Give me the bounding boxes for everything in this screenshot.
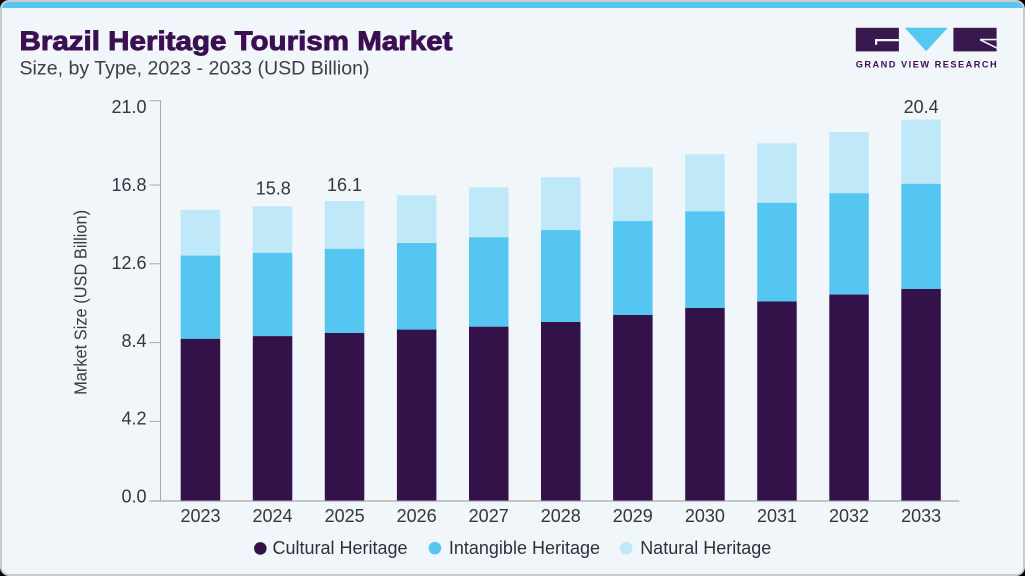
svg-text:2031: 2031: [757, 506, 797, 526]
svg-text:2032: 2032: [829, 506, 869, 526]
svg-text:Brazil Heritage Tourism Market: Brazil Heritage Tourism Market: [20, 26, 453, 56]
svg-text:16.8: 16.8: [111, 175, 146, 195]
svg-text:2024: 2024: [252, 506, 292, 526]
svg-text:2023: 2023: [180, 506, 220, 526]
svg-text:Intangible Heritage: Intangible Heritage: [449, 538, 600, 558]
svg-text:2029: 2029: [613, 506, 653, 526]
svg-text:2028: 2028: [541, 506, 581, 526]
svg-text:2026: 2026: [397, 506, 437, 526]
svg-text:2033: 2033: [901, 506, 941, 526]
svg-text:20.4: 20.4: [904, 97, 939, 117]
svg-text:4.2: 4.2: [121, 409, 146, 429]
svg-text:2030: 2030: [685, 506, 725, 526]
svg-text:15.8: 15.8: [256, 179, 291, 199]
svg-text:GRAND VIEW RESEARCH: GRAND VIEW RESEARCH: [856, 59, 997, 69]
svg-text:2027: 2027: [469, 506, 509, 526]
svg-text:21.0: 21.0: [111, 97, 146, 117]
svg-text:0.0: 0.0: [121, 487, 146, 507]
svg-text:12.6: 12.6: [111, 253, 146, 273]
svg-text:Market Size (USD Billion): Market Size (USD Billion): [71, 210, 91, 395]
svg-text:8.4: 8.4: [121, 331, 146, 351]
svg-text:16.1: 16.1: [327, 175, 362, 195]
svg-text:2025: 2025: [325, 506, 365, 526]
svg-text:Cultural Heritage: Cultural Heritage: [273, 538, 408, 558]
svg-text:Size, by Type, 2023 - 2033 (US: Size, by Type, 2023 - 2033 (USD Billion): [20, 58, 370, 80]
svg-text:Natural Heritage: Natural Heritage: [640, 538, 771, 558]
